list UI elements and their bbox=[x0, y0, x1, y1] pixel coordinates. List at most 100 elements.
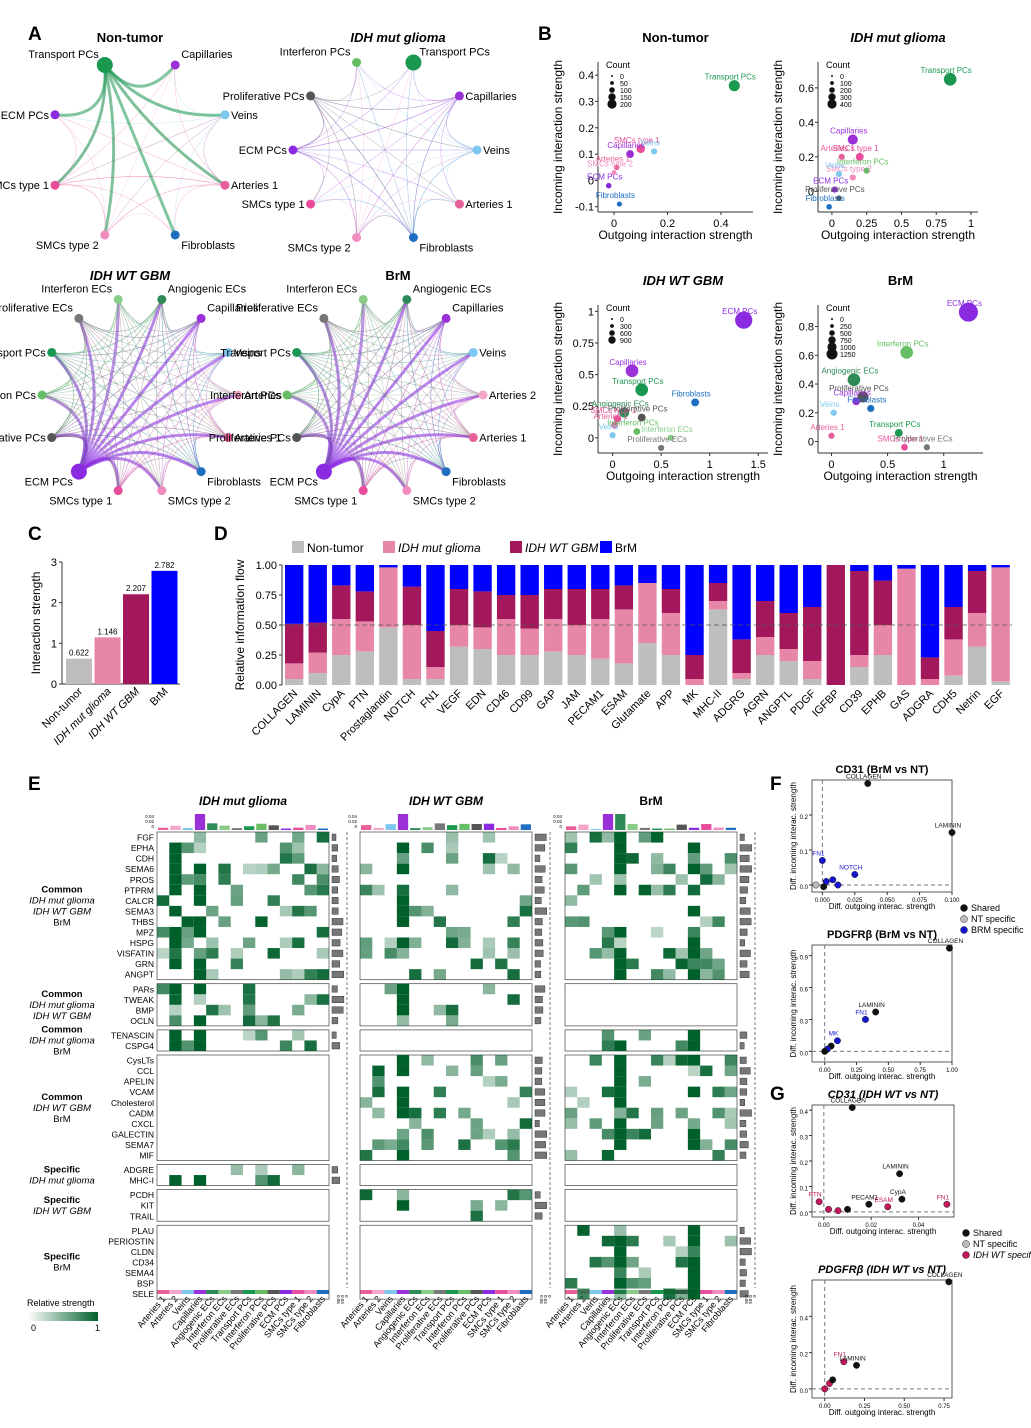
network-edge bbox=[161, 299, 202, 332]
network-node-label: Fibroblasts bbox=[419, 242, 473, 254]
stack-segment bbox=[426, 679, 445, 685]
network-edge bbox=[362, 299, 447, 472]
network-edge bbox=[296, 318, 332, 438]
row-bar bbox=[534, 886, 545, 894]
point-label: Interferon ECs bbox=[641, 425, 693, 434]
network-edge bbox=[356, 95, 460, 238]
network-edge bbox=[78, 318, 163, 491]
heat-cell bbox=[724, 1139, 737, 1150]
heat-cell bbox=[663, 1055, 676, 1066]
bar-2 bbox=[123, 594, 149, 684]
legend-swatch bbox=[292, 541, 304, 553]
y-axis-label: Relative information flow bbox=[233, 559, 247, 690]
heat-cell bbox=[157, 983, 170, 995]
network-node bbox=[220, 110, 230, 120]
heat-cell bbox=[230, 895, 243, 906]
top-bar bbox=[170, 825, 181, 830]
size-legend-title: Count bbox=[606, 60, 631, 70]
top-axis-tick: 0.04 bbox=[553, 814, 562, 819]
legend-label: BRM specific bbox=[971, 925, 1024, 935]
group-label: Specific bbox=[44, 1252, 80, 1263]
heat-cell bbox=[458, 937, 471, 949]
point-label: ESAM bbox=[875, 1197, 893, 1204]
network-node-label: ECM PCs bbox=[1, 110, 50, 122]
legend-label: Shared bbox=[973, 1228, 1002, 1238]
legend-label: IDH WT specific bbox=[973, 1250, 1031, 1260]
y-tick-label: 0.4 bbox=[799, 117, 814, 129]
stack-segment bbox=[308, 622, 327, 653]
network-edge bbox=[323, 299, 408, 332]
heat-cell bbox=[243, 1015, 256, 1026]
top-bar bbox=[578, 824, 589, 830]
top-bar bbox=[182, 827, 193, 830]
point-label: Proliferative ECs bbox=[893, 434, 953, 443]
network-edge bbox=[51, 318, 202, 356]
heat-cell bbox=[724, 1107, 737, 1119]
stack-segment bbox=[661, 589, 681, 613]
heat-cell bbox=[206, 937, 219, 949]
scatter-title: IDH WT GBM bbox=[643, 273, 724, 288]
size-legend-value: 1250 bbox=[840, 352, 856, 359]
heat-cell bbox=[396, 994, 410, 1005]
heat-cell bbox=[193, 994, 207, 1005]
row-bar bbox=[739, 1031, 748, 1039]
network-node-label: SMCs type 2 bbox=[413, 496, 476, 508]
stack-segment bbox=[591, 658, 610, 685]
network-edge bbox=[296, 352, 319, 438]
heat-cell bbox=[687, 958, 701, 970]
heat-cell bbox=[279, 937, 293, 949]
network-edge bbox=[78, 318, 95, 472]
heat-cell bbox=[316, 926, 329, 938]
right-axis-tick: 0.05 bbox=[744, 1295, 749, 1304]
heat-cell bbox=[614, 863, 627, 875]
heat-cell bbox=[396, 1107, 410, 1119]
network-edge bbox=[77, 351, 230, 473]
stack-segment bbox=[614, 585, 634, 610]
heat-cell bbox=[482, 1128, 496, 1140]
network-edge bbox=[193, 318, 229, 438]
point-label: ECM PCs bbox=[947, 299, 982, 308]
y-tick-label: 0.75 bbox=[573, 338, 594, 350]
row-bar bbox=[534, 1017, 542, 1025]
heat-cell bbox=[687, 1278, 701, 1289]
stack-segment bbox=[803, 679, 822, 685]
network-edge bbox=[41, 394, 202, 472]
network-edge bbox=[292, 149, 460, 205]
row-bar bbox=[739, 1120, 747, 1128]
size-legend-dot bbox=[828, 336, 836, 344]
heat-cell bbox=[193, 958, 207, 970]
x-tick-label: 0.04 bbox=[913, 1223, 925, 1229]
network-edge bbox=[292, 95, 324, 151]
network-edge bbox=[117, 299, 163, 491]
column-color-strip bbox=[565, 1290, 578, 1294]
network-edge bbox=[103, 64, 116, 236]
heat-cell bbox=[614, 1278, 627, 1289]
column-color-strip bbox=[409, 1290, 422, 1294]
network-edge bbox=[292, 149, 324, 205]
stack-segment bbox=[332, 585, 351, 619]
y-tick-label: 0.6 bbox=[799, 83, 814, 95]
legend-label: Shared bbox=[971, 903, 1000, 913]
heat-cell bbox=[687, 1055, 701, 1066]
stack-segment bbox=[944, 675, 963, 685]
network-edge bbox=[430, 318, 447, 472]
top-bar bbox=[520, 824, 531, 830]
heat-cell bbox=[577, 1097, 590, 1108]
row-bar bbox=[534, 897, 542, 905]
top-bar bbox=[459, 823, 470, 830]
legend-label: IDH WT GBM bbox=[525, 541, 598, 555]
network-edge bbox=[310, 198, 414, 238]
network-node bbox=[170, 230, 180, 240]
top-bar bbox=[725, 827, 736, 830]
top-bar bbox=[447, 825, 458, 830]
network-edge bbox=[406, 299, 447, 472]
scatter-point bbox=[613, 415, 622, 423]
row-bar bbox=[739, 970, 750, 978]
network-edge bbox=[117, 352, 229, 491]
network-edge bbox=[286, 318, 330, 396]
group-label: BrM bbox=[53, 1046, 71, 1057]
stack-segment bbox=[591, 565, 610, 589]
scatter-point bbox=[852, 397, 861, 406]
